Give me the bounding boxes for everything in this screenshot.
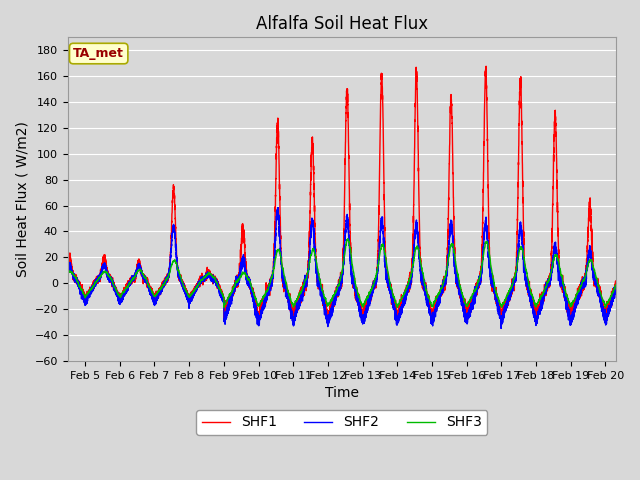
SHF2 xyxy=(92,279,99,285)
SHF2 xyxy=(274,204,282,210)
SHF1 xyxy=(612,278,620,284)
Legend: SHF1, SHF2, SHF3: SHF1, SHF2, SHF3 xyxy=(196,410,487,435)
SHF1 xyxy=(412,77,420,83)
Title: Alfalfa Soil Heat Flux: Alfalfa Soil Heat Flux xyxy=(256,15,428,33)
SHF3 xyxy=(412,245,420,251)
SHF2 xyxy=(497,325,505,331)
X-axis label: Time: Time xyxy=(324,386,359,400)
SHF1 xyxy=(64,260,72,266)
SHF1 xyxy=(262,299,270,305)
SHF2 xyxy=(64,266,72,272)
SHF3 xyxy=(344,236,351,241)
SHF2 xyxy=(612,285,620,290)
SHF1 xyxy=(500,312,508,318)
SHF2 xyxy=(412,225,420,230)
Line: SHF1: SHF1 xyxy=(68,66,616,324)
SHF2 xyxy=(262,299,270,304)
SHF1 xyxy=(388,292,396,298)
SHF2 xyxy=(500,315,508,321)
SHF2 xyxy=(470,300,478,306)
Y-axis label: Soil Heat Flux ( W/m2): Soil Heat Flux ( W/m2) xyxy=(15,121,29,277)
SHF3 xyxy=(612,282,620,288)
SHF3 xyxy=(64,271,72,276)
SHF3 xyxy=(394,305,401,311)
Text: TA_met: TA_met xyxy=(73,47,124,60)
SHF1 xyxy=(289,321,297,326)
SHF1 xyxy=(92,279,99,285)
SHF3 xyxy=(388,288,396,294)
SHF3 xyxy=(470,288,478,293)
SHF1 xyxy=(470,295,478,301)
SHF3 xyxy=(500,300,508,306)
Line: SHF3: SHF3 xyxy=(68,239,616,308)
SHF2 xyxy=(388,297,396,303)
SHF3 xyxy=(262,288,270,294)
SHF1 xyxy=(483,63,490,69)
SHF3 xyxy=(92,279,99,285)
Line: SHF2: SHF2 xyxy=(68,207,616,328)
